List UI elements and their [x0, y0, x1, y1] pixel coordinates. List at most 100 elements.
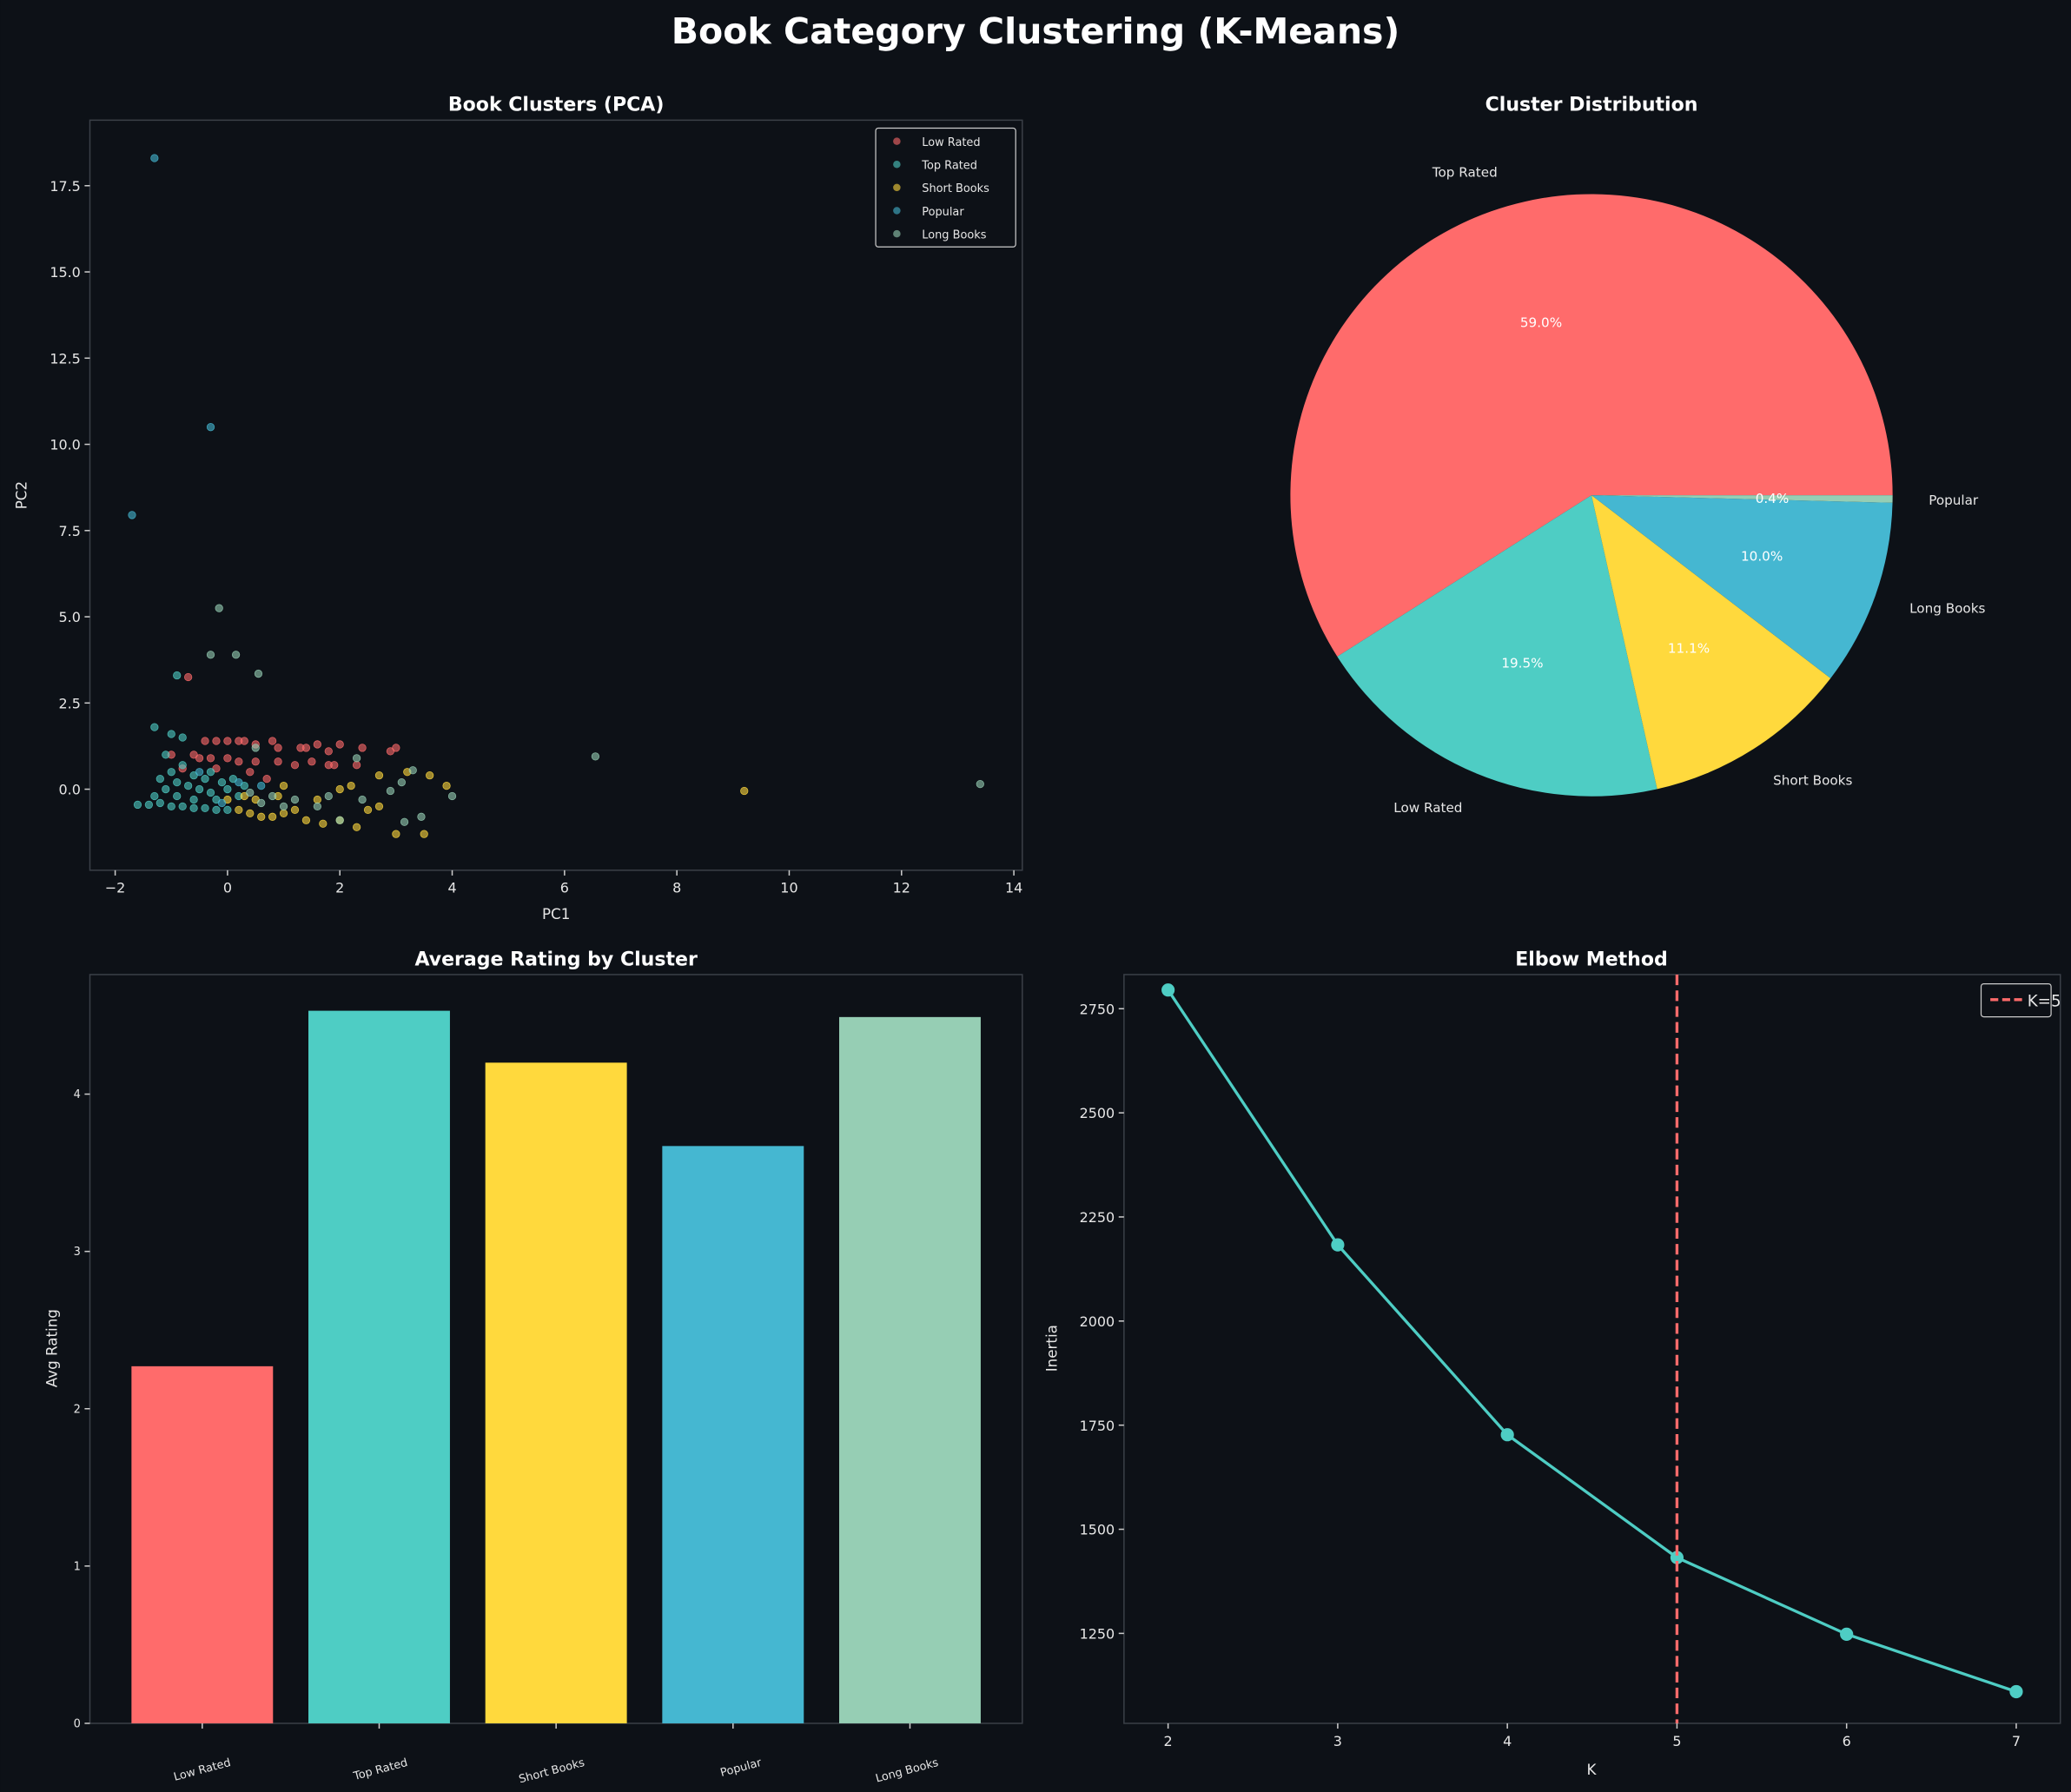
- scatter-point: [417, 812, 426, 821]
- scatter-point: [274, 757, 282, 766]
- scatter-point: [150, 154, 159, 162]
- x-tick-label: 4: [447, 880, 456, 896]
- scatter-point: [290, 795, 300, 804]
- scatter-point: [290, 761, 300, 770]
- scatter-ylabel: PC2: [13, 481, 30, 509]
- scatter-point: [184, 781, 193, 790]
- y-tick-label: 2000: [1080, 1313, 1115, 1330]
- scatter-point: [155, 775, 164, 784]
- scatter-point: [740, 786, 749, 796]
- scatter-point: [167, 802, 175, 811]
- scatter-title: Book Clusters (PCA): [448, 95, 665, 116]
- scatter-point: [223, 737, 232, 745]
- scatter-point: [386, 786, 395, 796]
- scatter-point: [400, 817, 409, 826]
- y-tick-label: 1: [74, 1560, 81, 1573]
- scatter-point: [246, 768, 255, 777]
- y-tick-label: 10.0: [50, 437, 81, 453]
- scatter-point: [420, 830, 428, 838]
- y-tick-label: 2750: [1080, 1001, 1115, 1017]
- scatter-point: [335, 784, 344, 794]
- x-tick-label: −2: [105, 880, 126, 896]
- legend-marker: [893, 229, 901, 238]
- scatter-point: [279, 802, 288, 811]
- scatter-point: [279, 809, 288, 817]
- scatter-axes: [89, 119, 1023, 871]
- scatter-point: [201, 737, 209, 745]
- scatter-point: [173, 671, 182, 680]
- scatter-point: [426, 771, 434, 780]
- scatter-point: [301, 744, 311, 752]
- scatter-point: [268, 737, 277, 745]
- y-tick-label: 17.5: [50, 178, 81, 195]
- x-tick-label: 6: [1843, 1733, 1851, 1749]
- elbow-point: [1331, 1238, 1345, 1252]
- bar-chart: Average Rating by Cluster Avg Rating 0 1 2…: [43, 949, 1023, 1787]
- elbow-chart: Elbow Method K Inertia 2 3 4 5 6 7 1250 1500 175…: [1042, 949, 2061, 1778]
- scatter-point: [274, 744, 282, 752]
- x-tick-label: 12: [893, 880, 910, 896]
- scatter-point: [392, 830, 400, 838]
- x-tick-label: 5: [1672, 1733, 1681, 1749]
- legend-label: Short Books: [922, 182, 989, 195]
- bar: [485, 1062, 627, 1723]
- scatter-point: [240, 737, 248, 745]
- scatter-point: [324, 791, 333, 801]
- scatter-point: [319, 819, 328, 828]
- scatter-point: [223, 754, 232, 763]
- scatter-point: [235, 805, 243, 815]
- scatter-point: [397, 777, 406, 787]
- x-tick-label: 2: [335, 880, 344, 896]
- scatter-point: [201, 803, 209, 813]
- scatter-point: [231, 651, 241, 659]
- elbow-point: [2009, 1684, 2023, 1699]
- x-tick-label: 6: [560, 880, 569, 896]
- scatter-point: [155, 798, 164, 808]
- elbow-xlabel: K: [1587, 1761, 1598, 1778]
- pie-label: Popular: [1929, 493, 1979, 508]
- pie-pct: 0.4%: [1756, 491, 1790, 506]
- scatter-point: [324, 761, 333, 770]
- scatter-point: [976, 779, 984, 789]
- y-tick-label: 4: [74, 1088, 81, 1101]
- scatter-point: [212, 805, 221, 815]
- pie-label: Top Rated: [1432, 164, 1498, 180]
- x-tick-label: 2: [1164, 1733, 1173, 1749]
- scatter-point: [335, 816, 344, 824]
- bar: [308, 1010, 450, 1723]
- elbow-point: [1500, 1428, 1514, 1442]
- scatter-point: [251, 757, 260, 766]
- x-tick-label: 0: [223, 880, 232, 896]
- scatter-point: [313, 802, 321, 811]
- scatter-point: [257, 798, 266, 808]
- pie-slice: [1591, 495, 1893, 503]
- x-tick-label: 7: [2012, 1733, 2021, 1749]
- x-tick-label: 4: [1503, 1733, 1512, 1749]
- scatter-point: [195, 784, 204, 794]
- scatter-point: [167, 768, 175, 777]
- scatter-point: [178, 761, 187, 770]
- scatter-point: [254, 669, 263, 678]
- scatter-point: [335, 740, 344, 749]
- pie-slice: [1591, 495, 1893, 678]
- scatter-point: [128, 511, 136, 519]
- scatter-point: [173, 791, 182, 801]
- y-tick-label: 1750: [1080, 1418, 1115, 1434]
- bar: [662, 1146, 804, 1723]
- scatter-point: [173, 777, 182, 787]
- scatter-point: [352, 761, 361, 770]
- scatter-point: [257, 781, 266, 790]
- pie-title: Cluster Distribution: [1485, 95, 1698, 116]
- scatter-point: [352, 754, 361, 763]
- scatter-point: [308, 757, 316, 766]
- bar: [131, 1365, 274, 1723]
- scatter-point: [324, 747, 333, 756]
- y-tick-label: 3: [74, 1246, 81, 1259]
- scatter-point: [262, 775, 271, 784]
- scatter-point: [162, 784, 170, 794]
- pie-label: Long Books: [1909, 600, 1985, 616]
- legend-marker: [893, 161, 901, 169]
- scatter-point: [392, 744, 400, 752]
- scatter-point: [290, 805, 300, 815]
- x-tick-label: 8: [672, 880, 681, 896]
